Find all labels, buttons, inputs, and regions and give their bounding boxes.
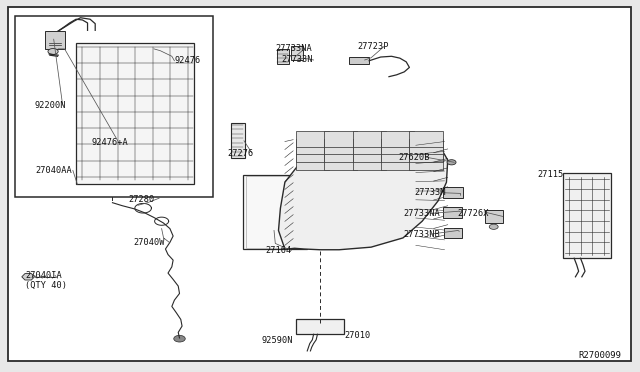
Circle shape [447, 160, 456, 165]
Text: 27040IA: 27040IA [25, 271, 61, 280]
Text: 92590N: 92590N [261, 336, 292, 346]
Circle shape [48, 48, 58, 54]
Text: 27723P: 27723P [357, 42, 388, 51]
Text: 27733NA: 27733NA [403, 209, 440, 218]
FancyBboxPatch shape [410, 139, 443, 154]
FancyBboxPatch shape [443, 207, 462, 218]
Text: 27733M: 27733M [414, 188, 445, 197]
Text: 27164: 27164 [265, 246, 291, 255]
FancyBboxPatch shape [296, 139, 329, 154]
Polygon shape [22, 273, 35, 280]
FancyBboxPatch shape [230, 123, 244, 158]
FancyBboxPatch shape [484, 210, 502, 223]
FancyBboxPatch shape [15, 16, 212, 197]
FancyBboxPatch shape [324, 139, 357, 154]
Text: 27726X: 27726X [458, 209, 489, 218]
FancyBboxPatch shape [296, 154, 329, 170]
FancyBboxPatch shape [563, 173, 611, 258]
Text: 27040AA: 27040AA [36, 166, 72, 175]
FancyBboxPatch shape [353, 147, 386, 162]
Text: (QTY 40): (QTY 40) [25, 281, 67, 290]
FancyBboxPatch shape [296, 131, 329, 147]
Text: 27733NB: 27733NB [403, 230, 440, 239]
FancyBboxPatch shape [324, 154, 357, 170]
FancyBboxPatch shape [45, 31, 65, 49]
Text: 92200N: 92200N [35, 101, 66, 110]
Text: 27733NA: 27733NA [275, 44, 312, 53]
Text: 92476: 92476 [174, 56, 201, 65]
FancyBboxPatch shape [349, 57, 369, 64]
FancyBboxPatch shape [353, 154, 386, 170]
FancyBboxPatch shape [296, 147, 329, 162]
FancyBboxPatch shape [8, 7, 631, 361]
Text: 27040W: 27040W [134, 238, 165, 247]
FancyBboxPatch shape [381, 147, 414, 162]
FancyBboxPatch shape [381, 139, 414, 154]
FancyBboxPatch shape [324, 147, 357, 162]
FancyBboxPatch shape [381, 154, 414, 170]
Text: 27733N: 27733N [282, 55, 313, 64]
Text: 27276: 27276 [227, 149, 253, 158]
FancyBboxPatch shape [276, 49, 289, 64]
FancyBboxPatch shape [410, 147, 443, 162]
Polygon shape [278, 138, 448, 250]
Text: 92476+A: 92476+A [92, 138, 128, 147]
FancyBboxPatch shape [76, 43, 194, 184]
Text: 27620B: 27620B [398, 153, 429, 161]
FancyBboxPatch shape [444, 228, 462, 238]
FancyBboxPatch shape [324, 131, 357, 147]
FancyBboxPatch shape [353, 139, 386, 154]
FancyBboxPatch shape [243, 175, 307, 249]
FancyBboxPatch shape [381, 131, 414, 147]
FancyBboxPatch shape [410, 154, 443, 170]
Text: R2700099: R2700099 [579, 351, 621, 360]
FancyBboxPatch shape [296, 320, 344, 334]
FancyBboxPatch shape [353, 131, 386, 147]
FancyBboxPatch shape [410, 131, 443, 147]
Circle shape [173, 335, 185, 342]
Text: 27115: 27115 [537, 170, 563, 179]
Circle shape [489, 224, 498, 230]
FancyBboxPatch shape [291, 46, 303, 60]
FancyBboxPatch shape [443, 187, 463, 198]
Text: 27280: 27280 [129, 195, 155, 204]
Text: 27010: 27010 [344, 331, 371, 340]
